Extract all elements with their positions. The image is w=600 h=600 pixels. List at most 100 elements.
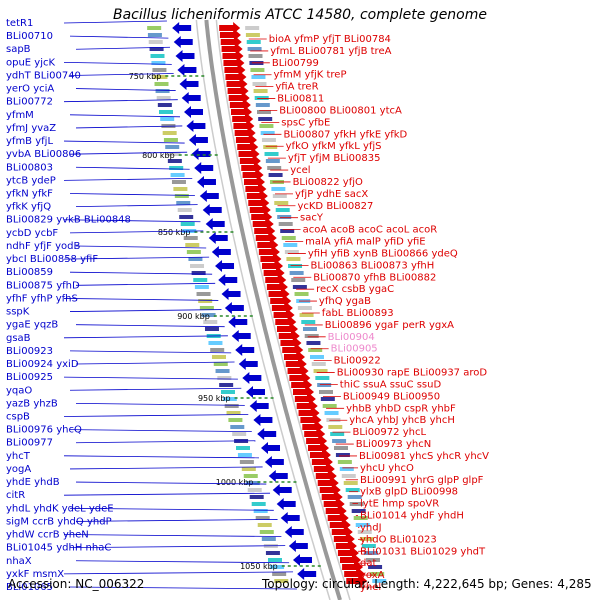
gene-name: yodB [52,241,81,252]
feature-block [188,257,203,261]
feature-block [163,138,178,142]
right-label-row: yhcA yhbJ yhcB yhcH [329,415,455,426]
gene-name: BLi00835 [330,153,380,164]
feature-block [152,68,167,72]
gene-name: yfjP [295,189,313,200]
feature-block [180,222,195,226]
gene-name: BLi00811 [277,94,324,105]
feature-block [332,439,347,443]
gene-name: yfkN [6,189,29,200]
right-label-row: BLi00811 [257,94,324,105]
feature-block [196,292,211,296]
gene-name: BLi00807 [283,129,330,140]
feature-block [243,474,258,478]
gene-label: citR [6,490,25,501]
feature-block [309,355,324,359]
feature-block [151,61,166,65]
backbone-guide [195,19,331,600]
gene-name: yfkE [356,129,381,140]
feature-block [183,236,198,240]
label-leader-line [75,166,190,170]
gene-label: BLi00772 [6,97,53,108]
right-label-row: yfmL BLi00781 yfjB treA [250,46,392,57]
gene-name: yhdL [6,503,31,514]
gene-name: malP [353,237,381,248]
label-leader-line [63,61,172,65]
map-title: Bacillus licheniformis ATCC 14580, compl… [113,7,487,23]
gene-name: BLi00822 [293,177,340,188]
left-label-row: BLi00977 [6,438,256,449]
gene-name: treR [294,82,318,93]
left-label-row: BLi00924 yxiD [6,359,235,370]
feature-block [154,82,169,86]
gene-label: opuE yjcK [6,57,55,68]
gene-label: BLi01014 yhdF yhdH [360,511,464,522]
gene-name: fabL [322,308,344,319]
gene-label: yhbB yhbD cspR yhbF [346,403,456,414]
gene-name: BLi00829 [6,215,53,226]
feature-block [259,530,274,534]
kbp-tick-label: 900 kbp [177,312,210,321]
gene-name: acoR [409,225,437,236]
feature-block [245,26,260,30]
feature-block [357,530,372,534]
forward-gene-arrow [202,204,222,216]
gene-name: BLi01014 [360,511,407,522]
label-leader-line [75,46,171,50]
label-leader-line [75,402,245,406]
label-leader-line [63,298,219,301]
feature-block [147,33,162,37]
right-label-row: spsC yfbE [261,117,330,128]
gene-label: BLi00922 [334,356,381,367]
gene-name: yfhS [53,293,78,304]
gene-name: yfjM [306,153,330,164]
feature-block [335,453,350,457]
gene-name: BLi00866 [378,248,428,259]
feature-block [313,369,328,373]
left-label-row: BLi01045 ydhH nhaC [6,543,286,554]
gene-name: yfjL [32,136,53,147]
forward-gene-arrow [257,428,277,440]
feature-block [261,537,276,541]
right-label-row: yfhQ ygaB [298,296,371,307]
gene-name: yfhQ [319,296,343,307]
left-label-row: ytcB ydeP [6,175,193,186]
gene-label: yhdJ [360,522,382,533]
forward-gene-arrow [297,568,317,580]
gene-name: ycbF [31,228,58,239]
gene-label: yfhF yfhP yfhS [6,293,78,304]
feature-block [258,117,273,121]
gene-name: BLi00924 [6,359,53,370]
left-label-row: yfmJ yvaZ [6,123,183,134]
feature-block [150,54,165,58]
backbone-guide [215,19,351,600]
reverse-gene-arrow [311,456,333,468]
feature-block [280,229,295,233]
right-label-row: sacY [279,213,324,224]
forward-gene-arrow [292,554,312,566]
gene-name: yfmM [274,70,302,81]
gene-label: recX csbB ygaC [316,284,394,295]
right-label-row: yfmM yfjK treP [253,70,347,81]
left-label-row: yogA [6,464,263,475]
feature-block [368,565,383,569]
right-label-row: bioA yfmP yfjT BLi00784 [248,34,391,45]
left-label-row: yfmB yfjL [6,136,185,147]
reverse-gene-arrow [329,519,351,531]
feature-block [372,579,387,583]
right-label-row: BLi00896 ygaF perR ygxA [304,320,454,331]
right-label-row: BLi00973 yhcN [335,439,431,450]
gene-name: BLi00937 [410,368,460,379]
gene-name: yhdQ [54,516,84,527]
gene-name: BLi00976 [6,425,53,436]
gene-name: acoA [303,225,328,236]
label-leader-line [63,177,193,181]
label-leader-line [69,387,242,391]
label-leader-line [63,335,228,339]
gene-name: ytcA [376,105,402,116]
label-leader-line [75,361,235,365]
gene-name: yfjT [319,34,341,45]
gene-name: spoVR [405,499,440,510]
feature-block [274,201,289,205]
